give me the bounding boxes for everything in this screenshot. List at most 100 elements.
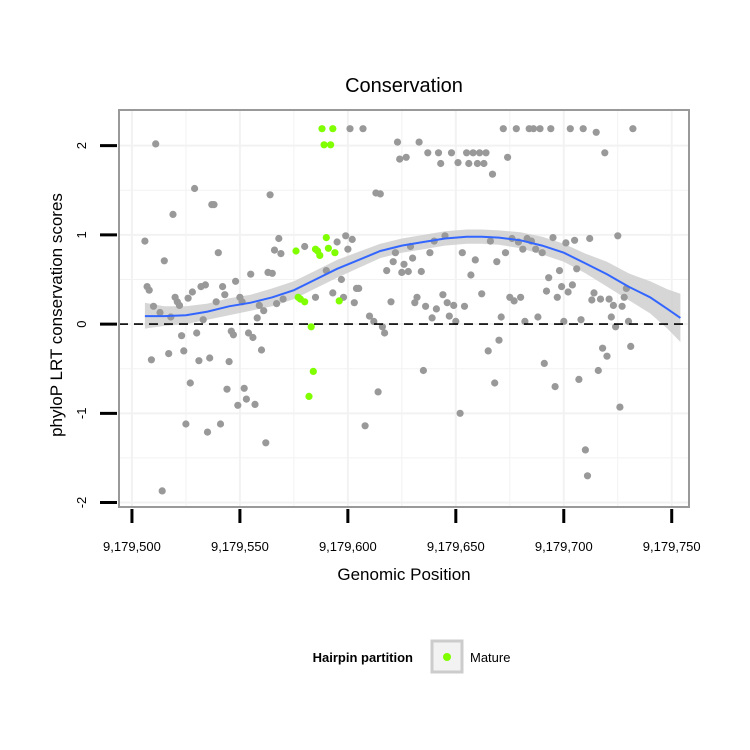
panel-border [118,109,690,508]
data-point-other [203,428,212,436]
data-point-mature [322,234,330,242]
data-point-other [359,125,367,133]
data-point-other [493,258,501,266]
data-point-other [251,400,259,408]
data-point-other [229,331,237,339]
data-point-other [605,295,613,303]
data-point-other [234,401,242,409]
legend-key-box [430,639,464,674]
data-point-other [558,283,566,291]
data-point-other [573,265,581,273]
data-point-other [450,301,458,309]
data-point-other [476,149,484,157]
data-point-other [255,301,263,309]
data-point-other [592,128,600,136]
x-tick-label: 9,179,550 [211,539,269,554]
y-tick-label: 1 [74,231,89,238]
data-point-other [618,302,626,310]
data-point-other [551,383,559,391]
data-point-other [402,153,410,161]
data-point-other [191,184,199,193]
data-point-other [262,439,270,447]
data-point-other [609,301,618,309]
data-point-other [206,354,214,362]
data-point-other [389,258,397,266]
data-point-other [536,125,544,133]
x-tick-label: 9,179,650 [427,539,485,554]
data-point-other [545,274,553,282]
data-point-other [504,153,512,161]
data-point-other [374,388,382,396]
data-point-mature [292,247,300,255]
data-point-other [415,138,423,146]
data-point-mature [327,141,335,149]
data-point-other [260,307,268,315]
data-point-other [180,347,188,355]
data-point-other [627,342,635,350]
data-point-other [616,403,624,411]
data-point-other [586,234,594,243]
data-point-other [614,232,622,240]
data-point-other [145,286,153,294]
data-point-other [564,288,572,296]
data-point-other [467,271,475,279]
data-point-other [333,238,341,246]
data-point-other [478,290,486,298]
x-tick-label: 9,179,750 [643,539,701,554]
data-point-other [422,302,430,310]
data-point-other [553,293,561,301]
data-point-other [344,245,352,253]
data-point-other [465,159,473,168]
chart-title: Conservation [345,75,463,97]
data-point-other [169,210,177,218]
y-tick-label: -1 [74,408,89,420]
data-point-other [210,201,218,209]
x-tick-label: 9,179,700 [535,539,593,554]
data-point-other [480,159,488,168]
data-point-mature [318,125,326,133]
series-other [141,125,637,495]
data-point-mature [329,125,337,133]
data-point-other [439,291,447,299]
data-point-other [186,379,194,387]
data-point-other [538,249,546,257]
data-point-other [594,366,602,375]
data-point-other [275,234,283,243]
data-point-other [575,375,583,383]
data-point-other [521,317,529,325]
data-point-other [629,125,637,133]
data-point-other [149,302,158,310]
data-point-other [612,323,620,331]
data-point-other [193,329,201,337]
data-point-mature [335,297,343,305]
data-point-other [329,289,337,297]
data-point-other [413,293,421,301]
data-point-other [240,384,248,392]
data-point-other [486,237,494,245]
data-point-other [432,305,440,313]
data-point-other [599,344,607,352]
x-axis-label: Genomic Position [337,565,470,584]
data-point-other [277,250,285,258]
data-point-other [337,275,345,284]
y-axis-label: phyloP LRT conservation scores [47,193,66,437]
data-point-other [624,317,633,325]
data-point-other [566,125,574,133]
data-point-other [257,346,266,354]
data-point-other [542,287,551,295]
data-point-other [560,317,568,325]
data-point-mature [331,249,339,257]
y-tick-label: -2 [74,497,89,509]
data-point-other [607,313,615,321]
data-point-other [581,446,590,454]
data-point-other [454,159,462,167]
data-point-other [424,149,432,157]
data-point-other [517,293,525,301]
data-point-other [216,420,225,428]
data-point-other [540,359,548,367]
data-point-other [273,300,281,308]
x-tick-label: 9,179,500 [103,539,161,554]
data-point-other [188,288,196,296]
x-tick-label: 9,179,600 [319,539,377,554]
data-point-other [482,149,490,157]
